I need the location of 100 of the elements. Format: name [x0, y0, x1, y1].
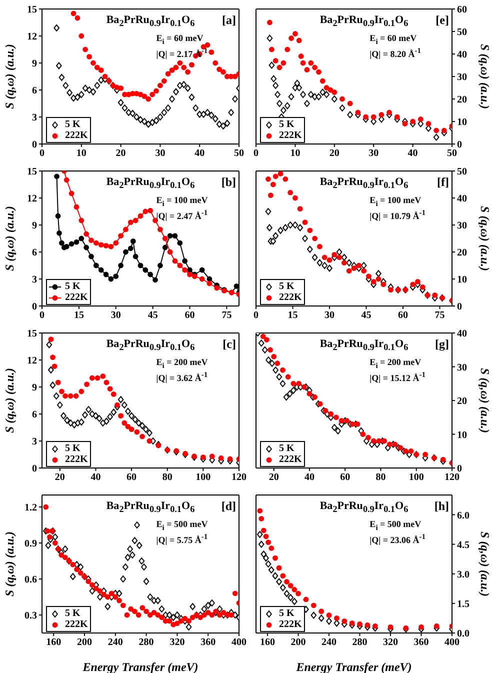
legend-label: 222K [65, 619, 88, 630]
x-tick-label: 75 [434, 310, 445, 322]
annotation: [c] [222, 337, 236, 351]
annotation: |Q| = 5.75 Å$^{-1}$ [156, 532, 208, 545]
y2-tick-label: 40 [457, 50, 467, 61]
annotation: [d] [221, 499, 236, 513]
x-tick-label: 360 [414, 637, 429, 648]
annotation: E$_{i}$ = 500 meV [156, 519, 208, 532]
y-tick-label: 15 [27, 4, 37, 16]
y-tick-label: 15 [27, 328, 37, 340]
y2-tick-label: 4.5 [457, 540, 470, 551]
y2-axis-title: S (q,ω) (a.u.) [478, 531, 492, 597]
y2-tick-label: 50 [457, 166, 467, 178]
x-tick-label: 15 [288, 310, 298, 322]
legend-label: 222K [279, 454, 302, 465]
legend-label: 222K [279, 130, 302, 141]
legend-label: 222K [279, 619, 302, 630]
x-tick-label: 60 [184, 310, 195, 322]
x-tick-label: 120 [232, 472, 246, 484]
y-tick-label: 3 [32, 274, 37, 286]
legend-label: 5 K [65, 119, 80, 130]
legend-label: 5 K [65, 443, 80, 454]
x-tick-label: 20 [268, 472, 279, 484]
x-tick-label: 160 [46, 637, 62, 648]
y-tick-label: 0.9 [24, 538, 37, 550]
legend-label: 5 K [279, 608, 294, 619]
x-tick-label: 40 [408, 148, 418, 160]
y-tick-label: 9 [32, 382, 37, 394]
annotation: [a] [222, 13, 236, 27]
legend-label: 5 K [279, 281, 294, 292]
y-tick-label: 15 [27, 166, 37, 178]
y-tick-label: 12 [27, 356, 37, 367]
y2-tick-label: 20 [457, 248, 467, 259]
y2-tick-label: 0 [457, 302, 462, 313]
y-axis-title: S (q,ω) (a.u.) [2, 531, 16, 597]
y2-tick-label: 3.0 [457, 569, 470, 580]
y-tick-label: 0 [32, 302, 37, 313]
legend-label: 5 K [65, 608, 80, 619]
y2-tick-label: 40 [457, 194, 467, 205]
y2-tick-label: 0 [457, 464, 462, 475]
annotation: |Q| = 8.20 Å$^{-1}$ [370, 46, 422, 59]
y2-tick-label: 10 [457, 430, 467, 441]
y-tick-label: 3 [32, 436, 37, 448]
annotation: |Q| = 23.06 Å$^{-1}$ [370, 532, 426, 545]
x-tick-label: 60 [398, 310, 408, 322]
y-axis-title: S (q,ω) (a.u.) [2, 206, 16, 272]
annotation: E$_{i}$ = 60 meV [370, 33, 417, 46]
y2-tick-label: 0 [457, 140, 462, 151]
x-tick-label: 400 [232, 637, 246, 648]
y-tick-label: 0 [32, 464, 37, 475]
annotation: |Q| = 15.12 Å$^{-1}$ [370, 370, 426, 383]
annotation: [g] [435, 337, 449, 351]
y-axis-title: S (q,ω) (a.u.) [2, 368, 16, 434]
legend-label: 5 K [279, 119, 294, 130]
y2-axis-title: S (q,ω) (a.u.) [478, 368, 492, 434]
x-tick-label: 40 [90, 472, 101, 484]
legend-label: 222K [65, 454, 88, 465]
annotation: |Q| = 3.62 Å$^{-1}$ [156, 370, 208, 383]
annotation: E$_{i}$ = 100 meV [156, 195, 208, 208]
y-tick-label: 6 [32, 86, 37, 97]
annotation: E$_{i}$ = 60 meV [156, 33, 204, 46]
y2-tick-label: 20 [457, 396, 467, 408]
text: Ba$_{2}$PrRu$_{0.9}$Ir$_{0.1}$O$_{6}$ [320, 14, 408, 28]
annotation: |Q| = 2.47 Å$^{-1}$ [156, 208, 208, 221]
y2-tick-label: 50 [457, 27, 467, 38]
y-tick-label: 6 [32, 410, 37, 421]
y2-tick-label: 1.5 [457, 598, 470, 610]
text: Ba$_{2}$PrRu$_{0.9}$Ir$_{0.1}$O$_{6}$ [320, 338, 408, 352]
annotation: |Q| = 2.17 Å$^{-1}$ [156, 46, 208, 59]
y-tick-label: 9 [32, 220, 37, 232]
x-tick-label: 60 [340, 472, 350, 484]
y2-tick-label: 30 [457, 72, 467, 84]
y2-tick-label: 30 [457, 362, 467, 374]
legend-label: 5 K [279, 443, 294, 454]
x-tick-label: 320 [383, 637, 398, 648]
text: Ba$_{2}$PrRu$_{0.9}$Ir$_{0.1}$O$_{6}$ [106, 500, 195, 514]
x-tick-label: 80 [162, 472, 172, 484]
x-tick-label: 75 [222, 310, 232, 322]
annotation: E$_{i}$ = 200 meV [370, 357, 422, 370]
x-tick-label: 100 [408, 472, 424, 484]
y2-tick-label: 0.0 [457, 628, 470, 640]
legend-label: 222K [65, 292, 88, 303]
y2-tick-label: 10 [457, 274, 467, 286]
text: Ba$_{2}$PrRu$_{0.9}$Ir$_{0.1}$O$_{6}$ [106, 338, 195, 352]
x-tick-label: 200 [76, 637, 92, 648]
annotation: [h] [434, 499, 449, 513]
text: Ba$_{2}$PrRu$_{0.9}$Ir$_{0.1}$O$_{6}$ [106, 176, 195, 190]
x-tick-label: 45 [361, 310, 372, 322]
x-tick-label: 280 [352, 637, 368, 648]
x-tick-label: 30 [368, 148, 379, 160]
y-tick-label: 6 [32, 248, 37, 259]
x-tick-label: 100 [196, 472, 211, 484]
x-tick-label: 200 [290, 637, 306, 648]
y2-tick-label: 30 [457, 220, 467, 232]
annotation: [e] [436, 13, 449, 27]
x-tick-label: 30 [155, 148, 166, 160]
x-tick-label: 30 [324, 310, 334, 322]
legend-label: 222K [65, 130, 88, 141]
y-tick-label: 3 [32, 112, 37, 124]
y-tick-label: 0.6 [24, 574, 37, 586]
